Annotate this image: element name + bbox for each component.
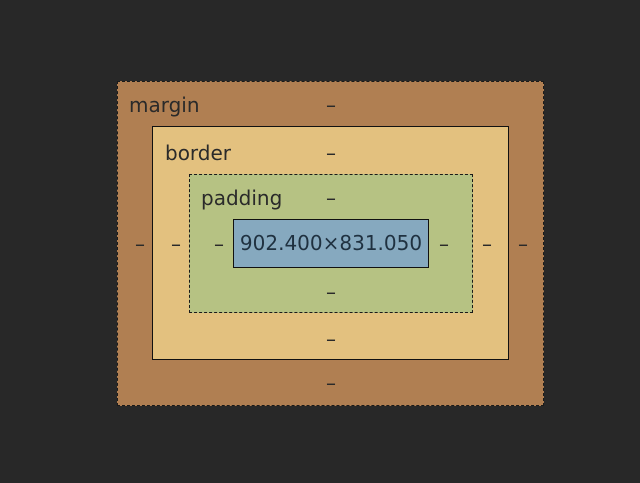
padding-label: padding [201, 186, 283, 210]
padding-left-value[interactable]: – [214, 232, 224, 256]
margin-right-value[interactable]: – [518, 232, 528, 256]
content-size-value[interactable]: 902.400×831.050 [239, 231, 423, 255]
border-bottom-value[interactable]: – [326, 327, 336, 351]
border-right-value[interactable]: – [482, 232, 492, 256]
margin-label: margin [129, 93, 200, 117]
margin-left-value[interactable]: – [135, 232, 145, 256]
padding-bottom-value[interactable]: – [326, 280, 336, 304]
margin-top-value[interactable]: – [326, 93, 336, 117]
border-top-value[interactable]: – [326, 141, 336, 165]
padding-top-value[interactable]: – [326, 186, 336, 210]
border-left-value[interactable]: – [171, 232, 181, 256]
content-box [233, 219, 429, 268]
border-label: border [165, 141, 232, 165]
margin-bottom-value[interactable]: – [326, 371, 336, 395]
padding-right-value[interactable]: – [439, 232, 449, 256]
